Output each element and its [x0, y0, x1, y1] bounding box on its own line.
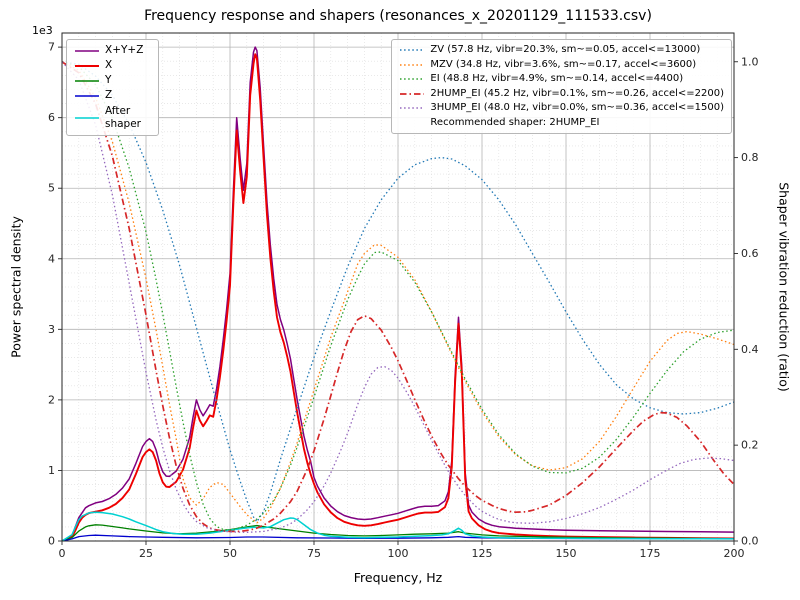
legend-label: Z [105, 89, 113, 102]
legend-label: After shaper [105, 104, 142, 130]
y-left-tick-label: 1 [48, 464, 55, 477]
legend-line-sample [75, 49, 99, 52]
legend-psd: X+Y+Z X Y Z After shaper [66, 39, 159, 136]
legend-item-x: X [74, 59, 151, 72]
legend-item-y: Y [74, 74, 151, 87]
tick-labels: 0 25 50 75 100 125 150 175 200 0 1 2 3 4 5 6 7 0.0 0.2 0.4 0… [48, 41, 759, 560]
series-x [62, 53, 734, 541]
legend-line-sample [400, 49, 425, 51]
legend-label: MZV (34.8 Hz, vibr=3.6%, sm~=0.17, accel… [430, 58, 697, 70]
legend-item-mzv: MZV (34.8 Hz, vibr=3.6%, sm~=0.17, accel… [399, 59, 724, 72]
y-left-tick-label: 4 [48, 252, 55, 265]
y-left-tick-label: 5 [48, 182, 55, 195]
legend-line-sample [75, 95, 99, 97]
x-tick-label: 150 [556, 547, 577, 560]
y-right-tick-label: 0.2 [741, 439, 759, 452]
recommended-shaper-text: Recommended shaper: 2HUMP_EI [430, 116, 600, 128]
legend-label: ZV (57.8 Hz, vibr=20.3%, sm~=0.05, accel… [430, 44, 701, 55]
legend-line-sample [400, 107, 425, 109]
series-zv [62, 61, 734, 523]
legend-label: X+Y+Z [105, 44, 144, 56]
x-tick-label: 125 [472, 547, 493, 560]
y-left-tick-label: 6 [48, 111, 55, 124]
series-layer [62, 46, 734, 541]
series-3hump_ei [62, 61, 734, 534]
legend-line-sample [75, 80, 99, 82]
x-tick-label: 100 [388, 547, 409, 560]
legend-label: 2HUMP_EI (45.2 Hz, vibr=0.1%, sm~=0.26, … [430, 87, 724, 99]
legend-label: X [105, 59, 113, 72]
legend-item-2hump-ei: 2HUMP_EI (45.2 Hz, vibr=0.1%, sm~=0.26, … [399, 88, 724, 101]
series-after-shaper [62, 511, 734, 541]
series-mzv [62, 61, 734, 524]
y-right-tick-label: 1.0 [741, 55, 759, 68]
legend-item-3hump-ei: 3HUMP_EI (48.0 Hz, vibr=0.0%, sm~=0.36, … [399, 102, 724, 115]
x-tick-label: 200 [724, 547, 745, 560]
series-ei [62, 61, 734, 531]
legend-item-z: Z [74, 89, 151, 102]
x-tick-label: 0 [59, 547, 66, 560]
legend-label: EI (48.8 Hz, vibr=4.9%, sm~=0.14, accel<… [430, 73, 684, 84]
legend-shapers: ZV (57.8 Hz, vibr=20.3%, sm~=0.05, accel… [391, 39, 732, 134]
legend-line-sample [75, 116, 99, 119]
y-left-tick-label: 7 [48, 41, 55, 54]
legend-item-ei: EI (48.8 Hz, vibr=4.9%, sm~=0.14, accel<… [399, 73, 724, 86]
y-left-tick-label: 0 [48, 535, 55, 548]
legend-line-sample [400, 78, 425, 80]
legend-item-after-shaper: After shaper [74, 105, 151, 131]
x-axis-label: Frequency, Hz [353, 570, 443, 585]
legend-line-sample [400, 92, 425, 95]
chart-title: Frequency response and shapers (resonanc… [144, 8, 652, 24]
x-tick-label: 175 [640, 547, 661, 560]
y-right-tick-label: 0.8 [741, 151, 759, 164]
legend-label: Y [105, 74, 112, 87]
tick-marks [58, 46, 738, 545]
y-right-tick-label: 0.6 [741, 247, 759, 260]
legend-label: 3HUMP_EI (48.0 Hz, vibr=0.0%, sm~=0.36, … [430, 102, 724, 113]
x-tick-label: 50 [223, 547, 237, 560]
y-left-tick-label: 3 [48, 323, 55, 336]
series-2hump_ei [62, 61, 734, 533]
y-axis-multiplier: 1e3 [32, 24, 53, 37]
x-tick-label: 25 [139, 547, 153, 560]
legend-line-sample [400, 64, 425, 66]
x-tick-label: 75 [307, 547, 321, 560]
series-z [62, 534, 734, 541]
legend-item-x-y-z: X+Y+Z [74, 44, 151, 57]
legend-line-sample [75, 64, 99, 67]
series-y [62, 524, 734, 541]
y-left-tick-label: 2 [48, 393, 55, 406]
legend-recommended-shaper: Recommended shaper: 2HUMP_EI [399, 117, 724, 130]
legend-item-zv: ZV (57.8 Hz, vibr=20.3%, sm~=0.05, accel… [399, 44, 724, 57]
y-right-tick-label: 0.4 [741, 343, 759, 356]
y-right-tick-label: 0.0 [741, 535, 759, 548]
series-x-y-z [62, 46, 734, 541]
